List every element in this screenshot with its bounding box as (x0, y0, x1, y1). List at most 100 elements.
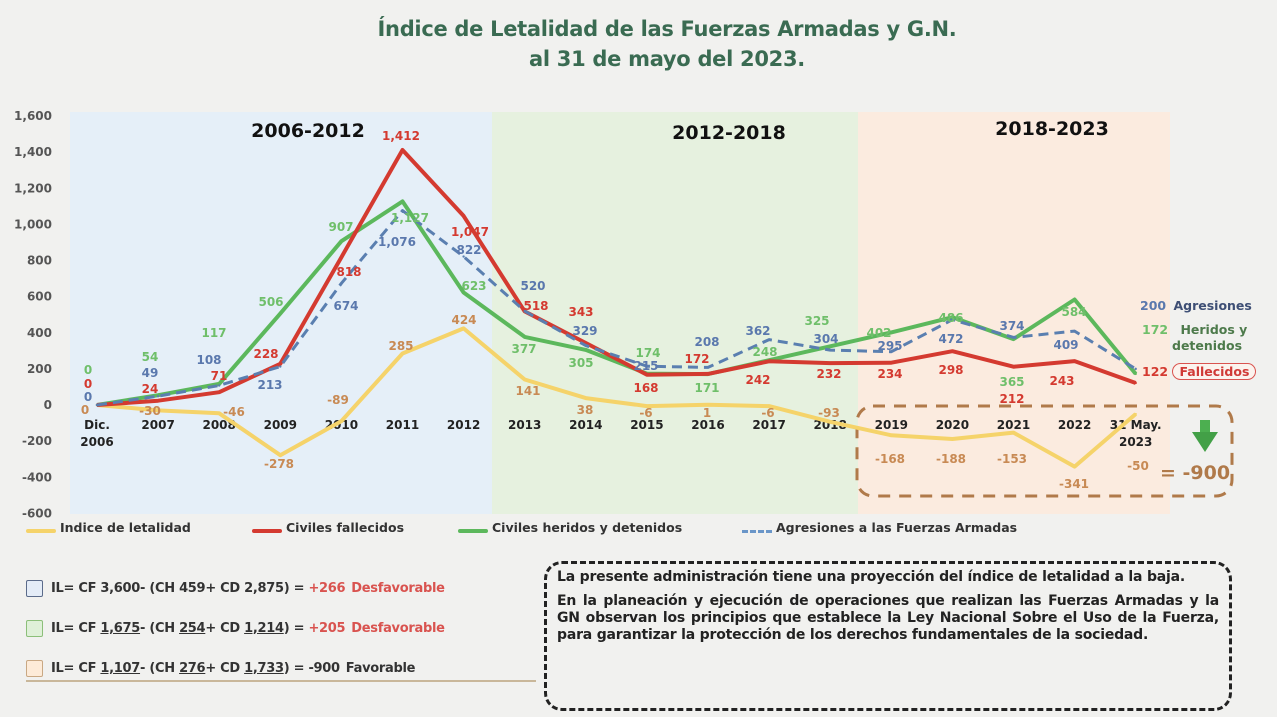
data-label: 228 (253, 347, 278, 361)
formula-cf: 1,675 (100, 620, 141, 636)
x-tick-label: 2010 (325, 418, 358, 432)
legend-label-agresiones: Agresiones a las Fuerzas Armadas (776, 520, 1018, 535)
period-band-2018-2023 (858, 112, 1170, 514)
data-label: -93 (818, 406, 840, 420)
x-tick-label: 2019 (875, 418, 908, 432)
formula-prefix: IL= CF (51, 620, 97, 636)
data-label: 24 (142, 382, 159, 396)
data-point (829, 345, 832, 348)
formula-mid2: + CD (205, 580, 240, 596)
end-value-heridos: 172 (1142, 322, 1169, 337)
data-label: 49 (142, 366, 159, 380)
formula-mid2: + CD (205, 620, 240, 636)
formula-2018-2023: IL= CF 1,107 - (CH 276 + CD 1,733) = -90… (26, 648, 538, 688)
data-point (1073, 359, 1076, 363)
data-point (401, 352, 404, 355)
x-tick-label: 2008 (202, 418, 235, 432)
x-tick-label: 2007 (141, 418, 174, 432)
y-tick-label: -600 (22, 506, 52, 520)
data-label: -6 (639, 406, 652, 420)
data-point (584, 344, 587, 347)
end-text-heridos-1: Heridos y (1180, 322, 1248, 337)
formula-ch: 276 (179, 660, 206, 676)
data-point (462, 327, 465, 330)
data-label: 584 (1061, 305, 1086, 319)
data-point (767, 338, 771, 341)
formula-ch: 254 (179, 620, 206, 636)
data-label: 1,412 (382, 129, 420, 143)
period-bands: 2006-2012 2012-2018 2018-2023 (70, 112, 1170, 514)
data-label: 215 (633, 359, 658, 373)
data-label: 818 (336, 265, 361, 279)
data-label: 424 (451, 313, 476, 327)
formula-mid1: - (CH (140, 660, 175, 676)
data-label: 1,047 (451, 225, 489, 239)
data-point (218, 390, 221, 394)
data-label: 472 (938, 332, 963, 346)
end-value-agresiones: 200 (1140, 298, 1167, 313)
data-point (951, 318, 954, 321)
legend-swatch-agresiones (742, 530, 772, 533)
data-point (401, 209, 404, 212)
title-line-2: al 31 de mayo del 2023. (529, 47, 805, 71)
data-point (1073, 329, 1076, 333)
formula-underline (26, 680, 536, 682)
data-point (767, 360, 771, 363)
formula-verdict: Desfavorable (351, 620, 445, 636)
data-point (890, 350, 893, 353)
data-label: 213 (257, 378, 282, 392)
data-point (279, 312, 282, 315)
data-point (767, 404, 771, 408)
data-label: 248 (752, 345, 777, 359)
y-tick-label: 400 (27, 326, 52, 340)
data-label: -278 (264, 457, 294, 471)
y-tick-label: -400 (22, 470, 52, 484)
y-tick-label: 1,600 (14, 109, 52, 123)
total-lethality-value: = -900 (1160, 462, 1231, 484)
data-label: -89 (327, 393, 349, 407)
data-point (95, 403, 99, 407)
formula-verdict: Favorable (345, 660, 416, 676)
formula-mid2: + CD (205, 660, 240, 676)
legend-swatch-fallecidos (252, 529, 282, 533)
formula-result: +205 (308, 620, 346, 636)
data-point (462, 291, 465, 294)
data-point (584, 396, 587, 400)
end-text-heridos-2: detenidos (1172, 338, 1243, 353)
x-tick-label: 2016 (691, 418, 724, 432)
data-point (401, 200, 404, 203)
x-tick-label: 2021 (997, 418, 1030, 432)
legend-item-agresiones: Agresiones a las Fuerzas Armadas (742, 520, 1017, 535)
data-point (829, 420, 832, 423)
data-point (1134, 381, 1137, 385)
fallecidos-pill: Fallecidos (1172, 363, 1257, 380)
legend-swatch-letalidad (26, 529, 56, 533)
data-label: 520 (520, 279, 545, 293)
legend-label-letalidad: Indice de letalidad (60, 520, 191, 535)
chart-title: Índice de Letalidad de las Fuerzas Armad… (0, 14, 1277, 74)
data-label: 518 (523, 299, 548, 313)
data-label: 362 (745, 324, 770, 338)
data-point (645, 404, 649, 408)
data-point (1134, 412, 1137, 416)
data-point (462, 214, 465, 218)
data-point (1073, 298, 1076, 301)
data-point (462, 255, 465, 258)
data-point (645, 373, 649, 376)
data-point (523, 335, 526, 339)
data-point (279, 362, 282, 366)
data-point (1134, 372, 1137, 376)
data-label: 208 (694, 335, 719, 349)
data-label: 325 (804, 314, 829, 328)
data-label: -30 (139, 404, 161, 418)
x-tick-label: 2015 (630, 418, 663, 432)
data-point (951, 437, 954, 441)
data-point (156, 409, 160, 412)
data-label: 409 (1053, 338, 1078, 352)
formula-cf: 3,600 (100, 580, 141, 596)
data-label: 0 (81, 403, 89, 417)
data-label: 141 (515, 384, 540, 398)
period-color-box (26, 659, 43, 677)
data-point (1012, 365, 1015, 368)
formula-mid1: - (CH (140, 620, 175, 636)
